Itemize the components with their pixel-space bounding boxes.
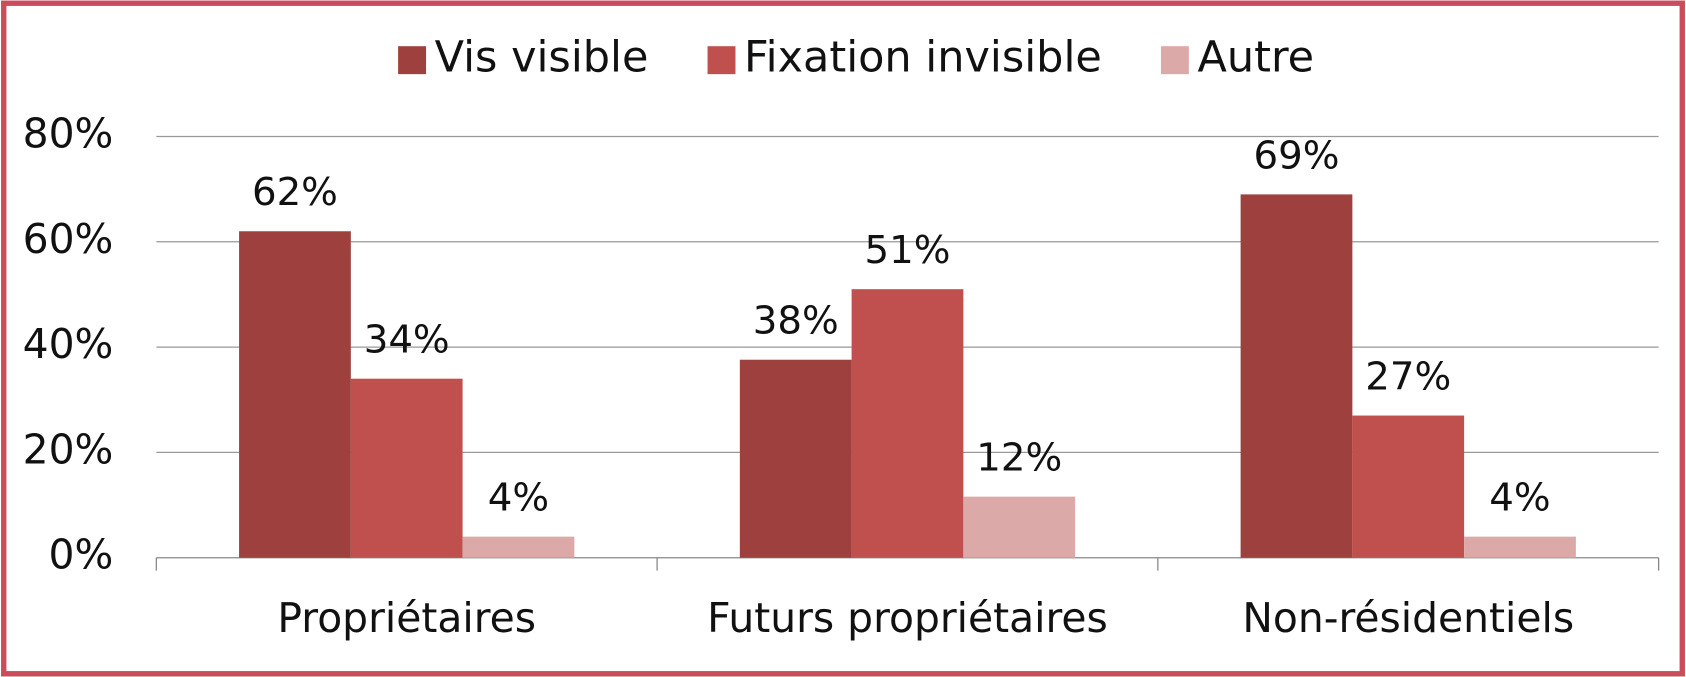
- x-tick-label: Futurs propriétaires: [707, 594, 1108, 642]
- bar: [963, 496, 1076, 558]
- bar: [1240, 194, 1353, 558]
- y-tick-label: 0%: [49, 531, 114, 579]
- legend-swatch: [707, 46, 736, 75]
- y-tick-label: 60%: [23, 215, 114, 263]
- y-tick-label: 80%: [23, 109, 114, 157]
- data-label: 34%: [364, 318, 450, 363]
- y-tick-label: 40%: [23, 320, 114, 368]
- x-tick-label: Propriétaires: [277, 594, 536, 642]
- bar: [1352, 415, 1465, 558]
- legend-label: Fixation invisible: [744, 33, 1102, 83]
- legend-label: Autre: [1197, 33, 1314, 83]
- data-label: 4%: [1489, 476, 1550, 521]
- bar: [350, 378, 463, 558]
- bar: [1464, 536, 1576, 558]
- legend-label: Vis visible: [435, 33, 649, 83]
- y-tick-label: 20%: [23, 425, 114, 473]
- bar: [239, 231, 351, 558]
- data-label: 69%: [1253, 133, 1339, 178]
- data-label: 12%: [976, 436, 1062, 481]
- data-label: 27%: [1365, 355, 1451, 400]
- legend-swatch: [398, 46, 427, 75]
- data-label: 4%: [488, 476, 549, 521]
- bar: [462, 536, 575, 558]
- data-label: 51%: [864, 228, 950, 273]
- data-label: 38%: [753, 299, 839, 344]
- data-label: 62%: [252, 170, 338, 215]
- bar: [739, 359, 852, 558]
- legend-swatch: [1160, 46, 1189, 75]
- bar: [851, 289, 964, 558]
- x-tick-label: Non-résidentiels: [1242, 594, 1574, 642]
